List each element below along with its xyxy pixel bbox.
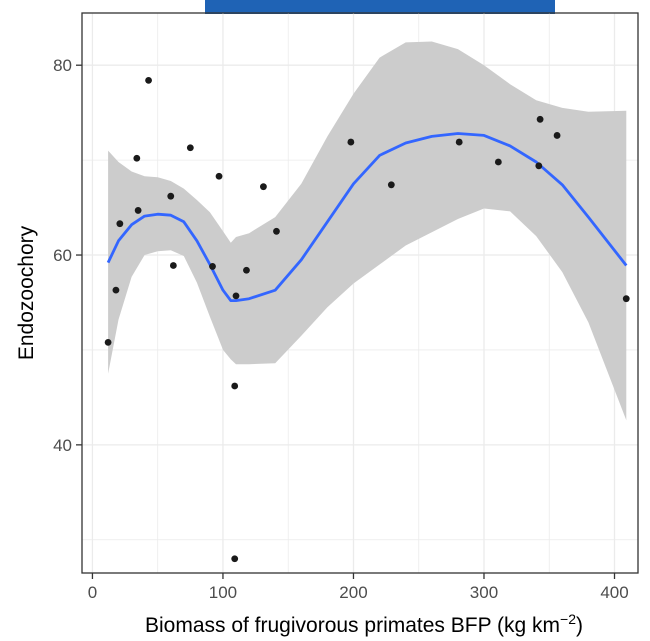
data-point <box>215 172 223 180</box>
x-axis-title-main: Biomass of frugivorous primates BFP (kg … <box>145 614 560 637</box>
x-tick-label: 200 <box>339 583 367 602</box>
data-point <box>232 292 240 300</box>
data-point <box>231 382 239 390</box>
data-point <box>209 263 216 270</box>
data-point <box>116 220 124 228</box>
y-tick-label: 40 <box>53 436 72 455</box>
panel-border <box>81 12 639 574</box>
ticks-layer: 0 100 200 300 400 40 60 80 <box>53 56 629 602</box>
data-point <box>273 227 280 235</box>
data-point <box>535 162 543 170</box>
data-point <box>347 138 355 146</box>
data-point <box>231 555 239 563</box>
data-point <box>536 115 544 123</box>
data-point <box>167 192 175 200</box>
x-tick-label: 100 <box>209 583 237 602</box>
data-point <box>186 144 194 152</box>
y-axis-title: Endozoochory <box>15 225 38 360</box>
x-axis-title-suffix: ) <box>576 614 583 637</box>
points-layer <box>104 76 630 563</box>
x-tick-label: 400 <box>600 583 628 602</box>
data-point <box>243 266 250 274</box>
data-point <box>104 338 112 346</box>
data-point <box>133 154 141 162</box>
y-tick-label: 80 <box>53 56 72 75</box>
data-point <box>622 295 630 303</box>
y-tick-label: 60 <box>53 246 72 265</box>
smooth-line <box>106 132 628 302</box>
data-point <box>553 132 561 139</box>
data-point <box>455 138 463 146</box>
x-axis-title: Biomass of frugivorous primates BFP (kg … <box>145 611 583 637</box>
data-point <box>169 262 177 269</box>
data-point <box>134 207 142 214</box>
data-point <box>112 286 120 294</box>
confidence-ribbon <box>108 41 627 421</box>
x-tick-label: 0 <box>88 583 97 602</box>
x-axis-title-superscript: −2 <box>560 611 576 627</box>
data-point <box>494 158 502 166</box>
data-point <box>387 181 395 189</box>
data-point <box>260 183 267 191</box>
data-point <box>145 76 152 84</box>
header-band <box>205 0 555 14</box>
x-tick-label: 300 <box>470 583 498 602</box>
